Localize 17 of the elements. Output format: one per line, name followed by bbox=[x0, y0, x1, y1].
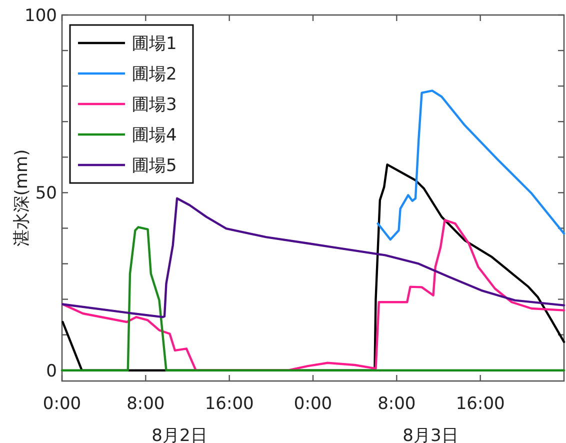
text: 8月3日 bbox=[402, 426, 458, 443]
legend-label: 圃場4 bbox=[132, 126, 177, 146]
legend-label: 圃場2 bbox=[132, 64, 177, 84]
x-tick-label: 8:00 bbox=[126, 394, 165, 414]
x-tick-label: 0:00 bbox=[42, 394, 82, 414]
y-tick-label: 50 bbox=[35, 184, 57, 204]
y-axis-title: 湛水深(mm) bbox=[12, 149, 32, 247]
x-tick-label: 16:00 bbox=[204, 394, 254, 414]
y-tick-label: 0 bbox=[46, 361, 57, 382]
text: 8月2日 bbox=[152, 426, 208, 443]
legend-label: 圃場1 bbox=[132, 34, 177, 54]
x-tick-label: 8:00 bbox=[378, 394, 416, 414]
legend-label: 圃場5 bbox=[132, 156, 177, 176]
x-tick-label: 0:00 bbox=[294, 394, 332, 414]
legend-label: 圃場3 bbox=[132, 95, 177, 115]
y-tick-label: 100 bbox=[24, 6, 57, 26]
x-tick-label: 16:00 bbox=[456, 394, 505, 414]
